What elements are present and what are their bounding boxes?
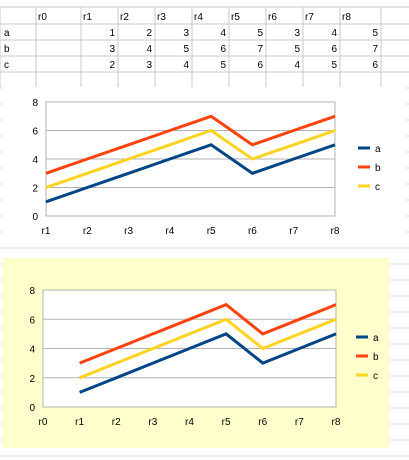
table-cell[interactable]: 4: [183, 60, 189, 71]
table-cell[interactable]: 3: [183, 28, 189, 39]
x-tick-label: r7: [295, 417, 304, 428]
row-label[interactable]: b: [4, 44, 10, 55]
x-tick-label: r3: [124, 226, 133, 237]
y-tick-label: 8: [32, 98, 38, 109]
table-cell[interactable]: 5: [294, 44, 300, 55]
chart-2[interactable]: 0 2 4 6 8 r0 r1 r2 r3 r4 r5 r6 r7 r8 a b c: [3, 258, 389, 448]
table-cell[interactable]: 5: [220, 60, 226, 71]
series-line-b[interactable]: [79, 302, 337, 365]
table-cell[interactable]: 3: [146, 60, 152, 71]
table-cell[interactable]: 7: [257, 44, 263, 55]
x-tick-label: r8: [331, 226, 340, 237]
column-header[interactable]: r7: [305, 12, 314, 23]
y-tick-label: 0: [32, 212, 38, 223]
legend-label-a: a: [373, 333, 379, 344]
column-header[interactable]: r3: [157, 12, 166, 23]
x-tick-label: r2: [112, 417, 121, 428]
y-tick-label: 4: [29, 345, 35, 356]
table-cell[interactable]: 4: [146, 44, 152, 55]
column-header[interactable]: r6: [268, 12, 277, 23]
table-cell[interactable]: 4: [294, 60, 300, 71]
table-cell[interactable]: 6: [220, 44, 226, 55]
x-tick-label: r7: [289, 226, 298, 237]
y-tick-label: 4: [32, 155, 38, 166]
y-tick-label: 6: [29, 315, 35, 326]
table-cell[interactable]: 1: [109, 28, 115, 39]
table-cell[interactable]: 6: [372, 60, 378, 71]
chart-2-canvas: 0 2 4 6 8 r0 r1 r2 r3 r4 r5 r6 r7 r8 abc: [29, 286, 379, 428]
x-tick-label: r2: [83, 226, 92, 237]
legend-label-c: c: [375, 182, 380, 193]
x-tick-label: r0: [39, 417, 48, 428]
table-cell[interactable]: 4: [220, 28, 226, 39]
table-cell[interactable]: 2: [146, 28, 152, 39]
x-tick-label: r6: [258, 417, 267, 428]
x-tick-label: r1: [42, 226, 51, 237]
series-line-c[interactable]: [45, 128, 336, 189]
y-tick-label: 2: [32, 184, 38, 195]
series-line-a[interactable]: [79, 332, 337, 394]
legend-label-b: b: [373, 352, 379, 363]
table-cell[interactable]: 2: [109, 60, 115, 71]
x-tick-label: r3: [148, 417, 157, 428]
legend-label-a: a: [375, 144, 381, 155]
x-tick-label: r4: [165, 226, 174, 237]
chart-1[interactable]: 0 2 4 6 8 r1 r2 r3 r4 r5 r6 r7 r8 a b c: [3, 87, 405, 245]
column-header[interactable]: r4: [194, 12, 203, 23]
x-tick-label: r6: [248, 226, 257, 237]
table-cell[interactable]: 3: [109, 44, 115, 55]
column-header[interactable]: r8: [342, 12, 351, 23]
table-cell[interactable]: 5: [372, 28, 378, 39]
column-header[interactable]: r1: [83, 12, 92, 23]
y-tick-label: 8: [29, 286, 35, 297]
table-cell[interactable]: 5: [331, 60, 337, 71]
y-tick-label: 6: [32, 127, 38, 138]
table-cell[interactable]: 7: [372, 44, 378, 55]
table-cell[interactable]: 5: [257, 28, 263, 39]
table-cell[interactable]: 6: [257, 60, 263, 71]
table-cell[interactable]: 3: [294, 28, 300, 39]
column-header[interactable]: r0: [38, 12, 47, 23]
x-tick-label: r8: [332, 417, 341, 428]
table-cell[interactable]: 5: [183, 44, 189, 55]
x-tick-label: r5: [207, 226, 216, 237]
chart-1-canvas: 0 2 4 6 8 r1 r2 r3 r4 r5 r6 r7 r8 abc: [32, 98, 381, 237]
row-label[interactable]: a: [4, 28, 10, 39]
x-tick-label: r4: [185, 417, 194, 428]
series-line-b[interactable]: [45, 114, 336, 175]
x-tick-label: r1: [75, 417, 84, 428]
column-header[interactable]: r5: [231, 12, 240, 23]
column-header[interactable]: r2: [120, 12, 129, 23]
series-line-c[interactable]: [79, 317, 337, 380]
y-tick-label: 2: [29, 374, 35, 385]
series-line-a[interactable]: [45, 143, 336, 204]
y-tick-label: 0: [29, 403, 35, 414]
legend-label-c: c: [373, 371, 378, 382]
row-label[interactable]: c: [4, 60, 9, 71]
table-cell[interactable]: 4: [331, 28, 337, 39]
table-cell[interactable]: 6: [331, 44, 337, 55]
x-tick-label: r5: [222, 417, 231, 428]
legend-label-b: b: [375, 163, 381, 174]
